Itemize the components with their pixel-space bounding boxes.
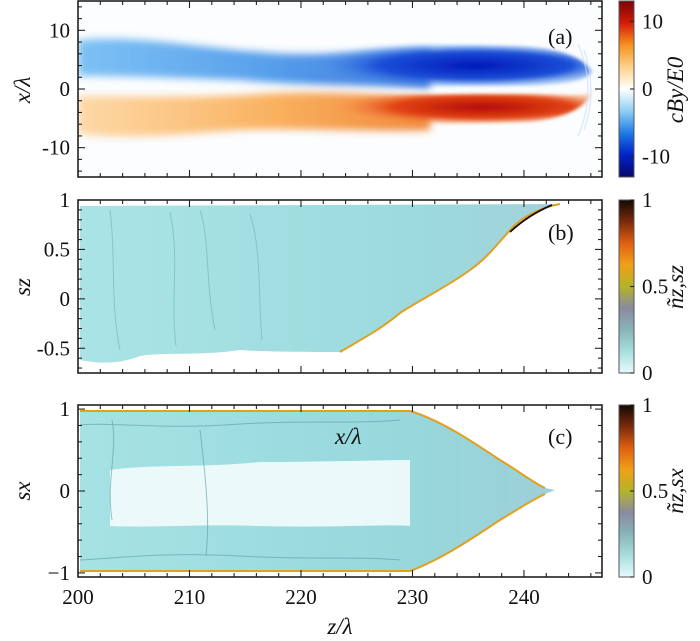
- y-tick-label: 0: [60, 77, 71, 101]
- svg-text:ñz,sx: ñz,sx: [663, 468, 688, 514]
- negative-lobe-core: [300, 44, 592, 87]
- panel-c-label: (c): [548, 424, 572, 449]
- colorbar-a: 10 0 -10 cBy/E0: [618, 0, 688, 178]
- panel-c: 1 0 −1 (c) x/λ sx: [10, 397, 603, 585]
- svg-text:sz: sz: [10, 278, 35, 296]
- colorbar-tick-label: 0.5: [642, 479, 668, 503]
- panel-b-label: (b): [548, 220, 574, 245]
- y-tick-label: 10: [49, 18, 70, 42]
- positive-lobe-core: [320, 90, 592, 124]
- panel-c-edge-lower: [80, 493, 546, 572]
- x-tick-label: 220: [285, 585, 317, 609]
- panel-b-ticks: 1 0.5 0 -0.5: [37, 188, 602, 373]
- svg-text:ñz,sz: ñz,sz: [663, 265, 688, 309]
- panel-a-label: (a): [548, 24, 572, 49]
- colorbar-a-ticks: 10 0 -10: [630, 9, 670, 169]
- x-tick-label: 240: [508, 585, 540, 609]
- y-tick-label: 0: [60, 287, 71, 311]
- y-tick-label: 1: [60, 397, 71, 421]
- panel-b: 1 0.5 0 -0.5 (b) sz: [10, 188, 603, 374]
- colorbar-a-label: cBy/E0: [663, 56, 688, 123]
- y-tick-label: 1: [60, 188, 71, 212]
- panel-b-edge-high-density: [339, 203, 561, 353]
- x-tick-label: 210: [174, 585, 206, 609]
- colorbar-b: 10.50 ñz,sz: [618, 188, 688, 385]
- colorbar-c-label: ñz,sx: [663, 468, 688, 514]
- panel-a-heatmap: [78, 1, 602, 177]
- panel-b-edge-peak: [509, 204, 553, 233]
- panel-c-filaments: [79, 419, 401, 561]
- panel-c-ylabel: sx: [10, 481, 35, 501]
- y-tick-label: −1: [48, 561, 70, 585]
- panel-c-central-gap: [110, 460, 410, 527]
- y-tick-label: -0.5: [37, 336, 70, 360]
- svg-text:cBy/E0: cBy/E0: [663, 56, 688, 123]
- colorbar-tick-label: 1: [642, 188, 653, 212]
- panel-c-annotation: x/λ: [334, 424, 362, 449]
- y-tick-label: -10: [42, 136, 70, 160]
- x-axis-label: z/λ: [326, 614, 352, 639]
- svg-text:sx: sx: [10, 481, 35, 501]
- colorbar-b-ticks: 10.50: [630, 188, 668, 385]
- y-tick-label: 0.5: [44, 237, 70, 261]
- panel-a-ylabel: x/λ: [10, 77, 35, 105]
- colorbar-tick-label: 10: [642, 9, 663, 33]
- front-fringes: [577, 43, 592, 137]
- panel-b-ylabel: sz: [10, 278, 35, 296]
- colorbar-tick-label: 0.5: [642, 275, 668, 299]
- colorbar-b-label: ñz,sz: [663, 265, 688, 309]
- panel-c-edge-upper: [80, 410, 546, 489]
- panel-a-ticks: 10 0 -10: [42, 1, 602, 177]
- y-tick-label: 0: [60, 479, 71, 503]
- panel-a: 10 0 -10 (a) x/λ: [10, 0, 603, 178]
- panel-b-heatmap: [78, 200, 602, 373]
- x-tick-label: 230: [397, 585, 429, 609]
- panel-b-filaments: [109, 209, 263, 351]
- colorbar-c: 10.50 ñz,sx: [618, 393, 688, 589]
- colorbar-tick-label: 0: [642, 361, 653, 385]
- colorbar-tick-label: 0: [642, 77, 653, 101]
- panel-c-heatmap: [78, 405, 602, 577]
- colorbar-tick-label: -10: [642, 145, 670, 169]
- x-tick-labels: 200 210 220 230 240: [62, 585, 539, 609]
- panel-b-frame: [77, 199, 603, 374]
- panel-c-ticks: 1 0 −1: [48, 397, 602, 585]
- x-tick-label: 200: [62, 585, 94, 609]
- colorbar-c-ticks: 10.50: [630, 393, 668, 589]
- colorbar-tick-label: 1: [642, 393, 653, 417]
- svg-text:x/λ: x/λ: [10, 77, 35, 105]
- colorbar-tick-label: 0: [642, 565, 653, 589]
- panel-b-distribution: [80, 204, 560, 363]
